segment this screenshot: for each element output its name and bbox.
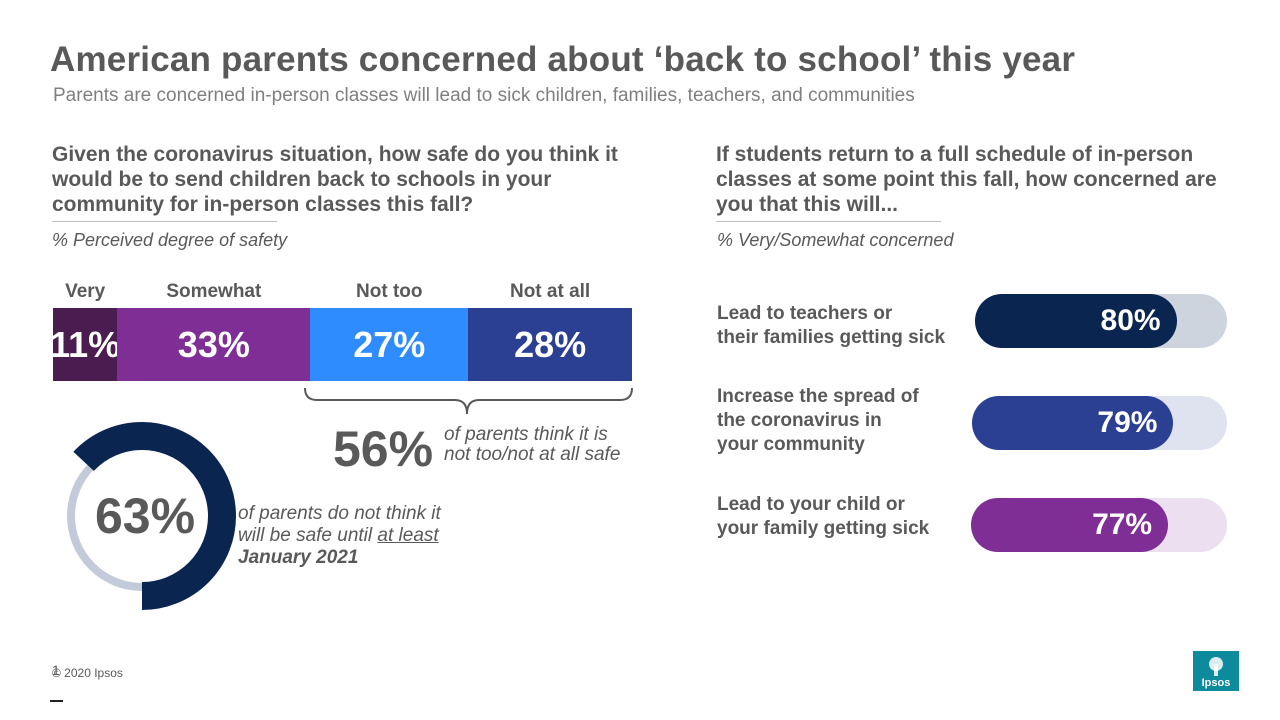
concern-bar-value: 79% bbox=[1097, 406, 1158, 439]
bar-segment-value: 27% bbox=[353, 323, 426, 365]
left-divider bbox=[52, 221, 277, 222]
donut-chart bbox=[48, 422, 236, 610]
right-question: If students return to a full schedule of… bbox=[716, 143, 1217, 216]
donut-description-line1: of parents do not think it bbox=[238, 503, 441, 524]
unsafe-description-line2: not too/not at all safe bbox=[444, 444, 621, 465]
concern-label-line: your family getting sick bbox=[717, 518, 930, 539]
concern-label-line: your community bbox=[717, 434, 865, 455]
donut-percentage: 63% bbox=[94, 488, 196, 544]
ipsos-logo: Ipsos bbox=[1193, 651, 1239, 691]
concern-label: Lead to teachers or their families gettin… bbox=[717, 302, 945, 350]
segment-label-very: Very bbox=[65, 281, 106, 302]
right-divider bbox=[716, 221, 941, 222]
donut-description-line2-prefix: will be safe until bbox=[238, 525, 378, 546]
right-note: % Very/Somewhat concerned bbox=[717, 230, 954, 250]
segment-label-somewhat: Somewhat bbox=[166, 281, 262, 302]
ipsos-logo-icon bbox=[1209, 657, 1223, 676]
unsafe-percentage: 56% bbox=[333, 421, 434, 477]
donut-description-line3: January 2021 bbox=[238, 547, 359, 568]
donut-description: of parents do not think it will be safe … bbox=[238, 503, 441, 569]
segment-label-not-too: Not too bbox=[356, 281, 423, 302]
segment-label-not-at-all: Not at all bbox=[509, 281, 591, 302]
donut-description-underlined: at least bbox=[377, 525, 439, 546]
concern-bar-value: 77% bbox=[1092, 508, 1153, 541]
left-note: % Perceived degree of safety bbox=[52, 230, 288, 250]
copyright-text: © 2020 Ipsos bbox=[52, 666, 123, 680]
bar-segment-not-too: 27% bbox=[310, 308, 469, 381]
concern-label: Increase the spread of the coronavirus in… bbox=[717, 385, 919, 457]
donut-description-line2: will be safe until at least bbox=[238, 525, 441, 547]
concern-label-line: the coronavirus in bbox=[717, 410, 882, 431]
bar-segment-value: 28% bbox=[514, 323, 587, 365]
concern-label-line: Increase the spread of bbox=[717, 386, 919, 407]
slide-title: American parents concerned about ‘back t… bbox=[50, 40, 1076, 79]
left-question: Given the coronavirus situation, how saf… bbox=[52, 143, 618, 216]
bar-segment-value: 11% bbox=[50, 323, 121, 365]
unsafe-description: of parents think it is not too/not at al… bbox=[444, 425, 620, 465]
slide-number: 1 bbox=[52, 662, 60, 678]
bar-segment-value: 33% bbox=[177, 323, 250, 365]
unsafe-description-line1: of parents think it is bbox=[444, 424, 608, 445]
concern-label: Lead to your child or your family getting… bbox=[717, 493, 929, 541]
slide-subtitle: Parents are concerned in-person classes … bbox=[53, 85, 915, 106]
footer-dash bbox=[50, 700, 63, 702]
donut-arc bbox=[48, 422, 236, 610]
concern-bar: 80% bbox=[975, 294, 1177, 348]
bar-segment-very: 11% bbox=[50, 308, 121, 381]
concern-label-line: Lead to your child or bbox=[717, 494, 905, 515]
ipsos-logo-text: Ipsos bbox=[1201, 677, 1231, 689]
concern-label-line: their families getting sick bbox=[717, 327, 946, 348]
concern-bar: 79% bbox=[972, 396, 1174, 450]
bar-segment-somewhat: 33% bbox=[117, 308, 311, 381]
concern-label-line: Lead to teachers or bbox=[717, 303, 893, 324]
concern-bar-value: 80% bbox=[1100, 304, 1161, 337]
bar-segment-not-at-all: 28% bbox=[468, 308, 632, 381]
bracket-icon bbox=[304, 387, 633, 415]
concern-bar: 77% bbox=[971, 498, 1169, 552]
